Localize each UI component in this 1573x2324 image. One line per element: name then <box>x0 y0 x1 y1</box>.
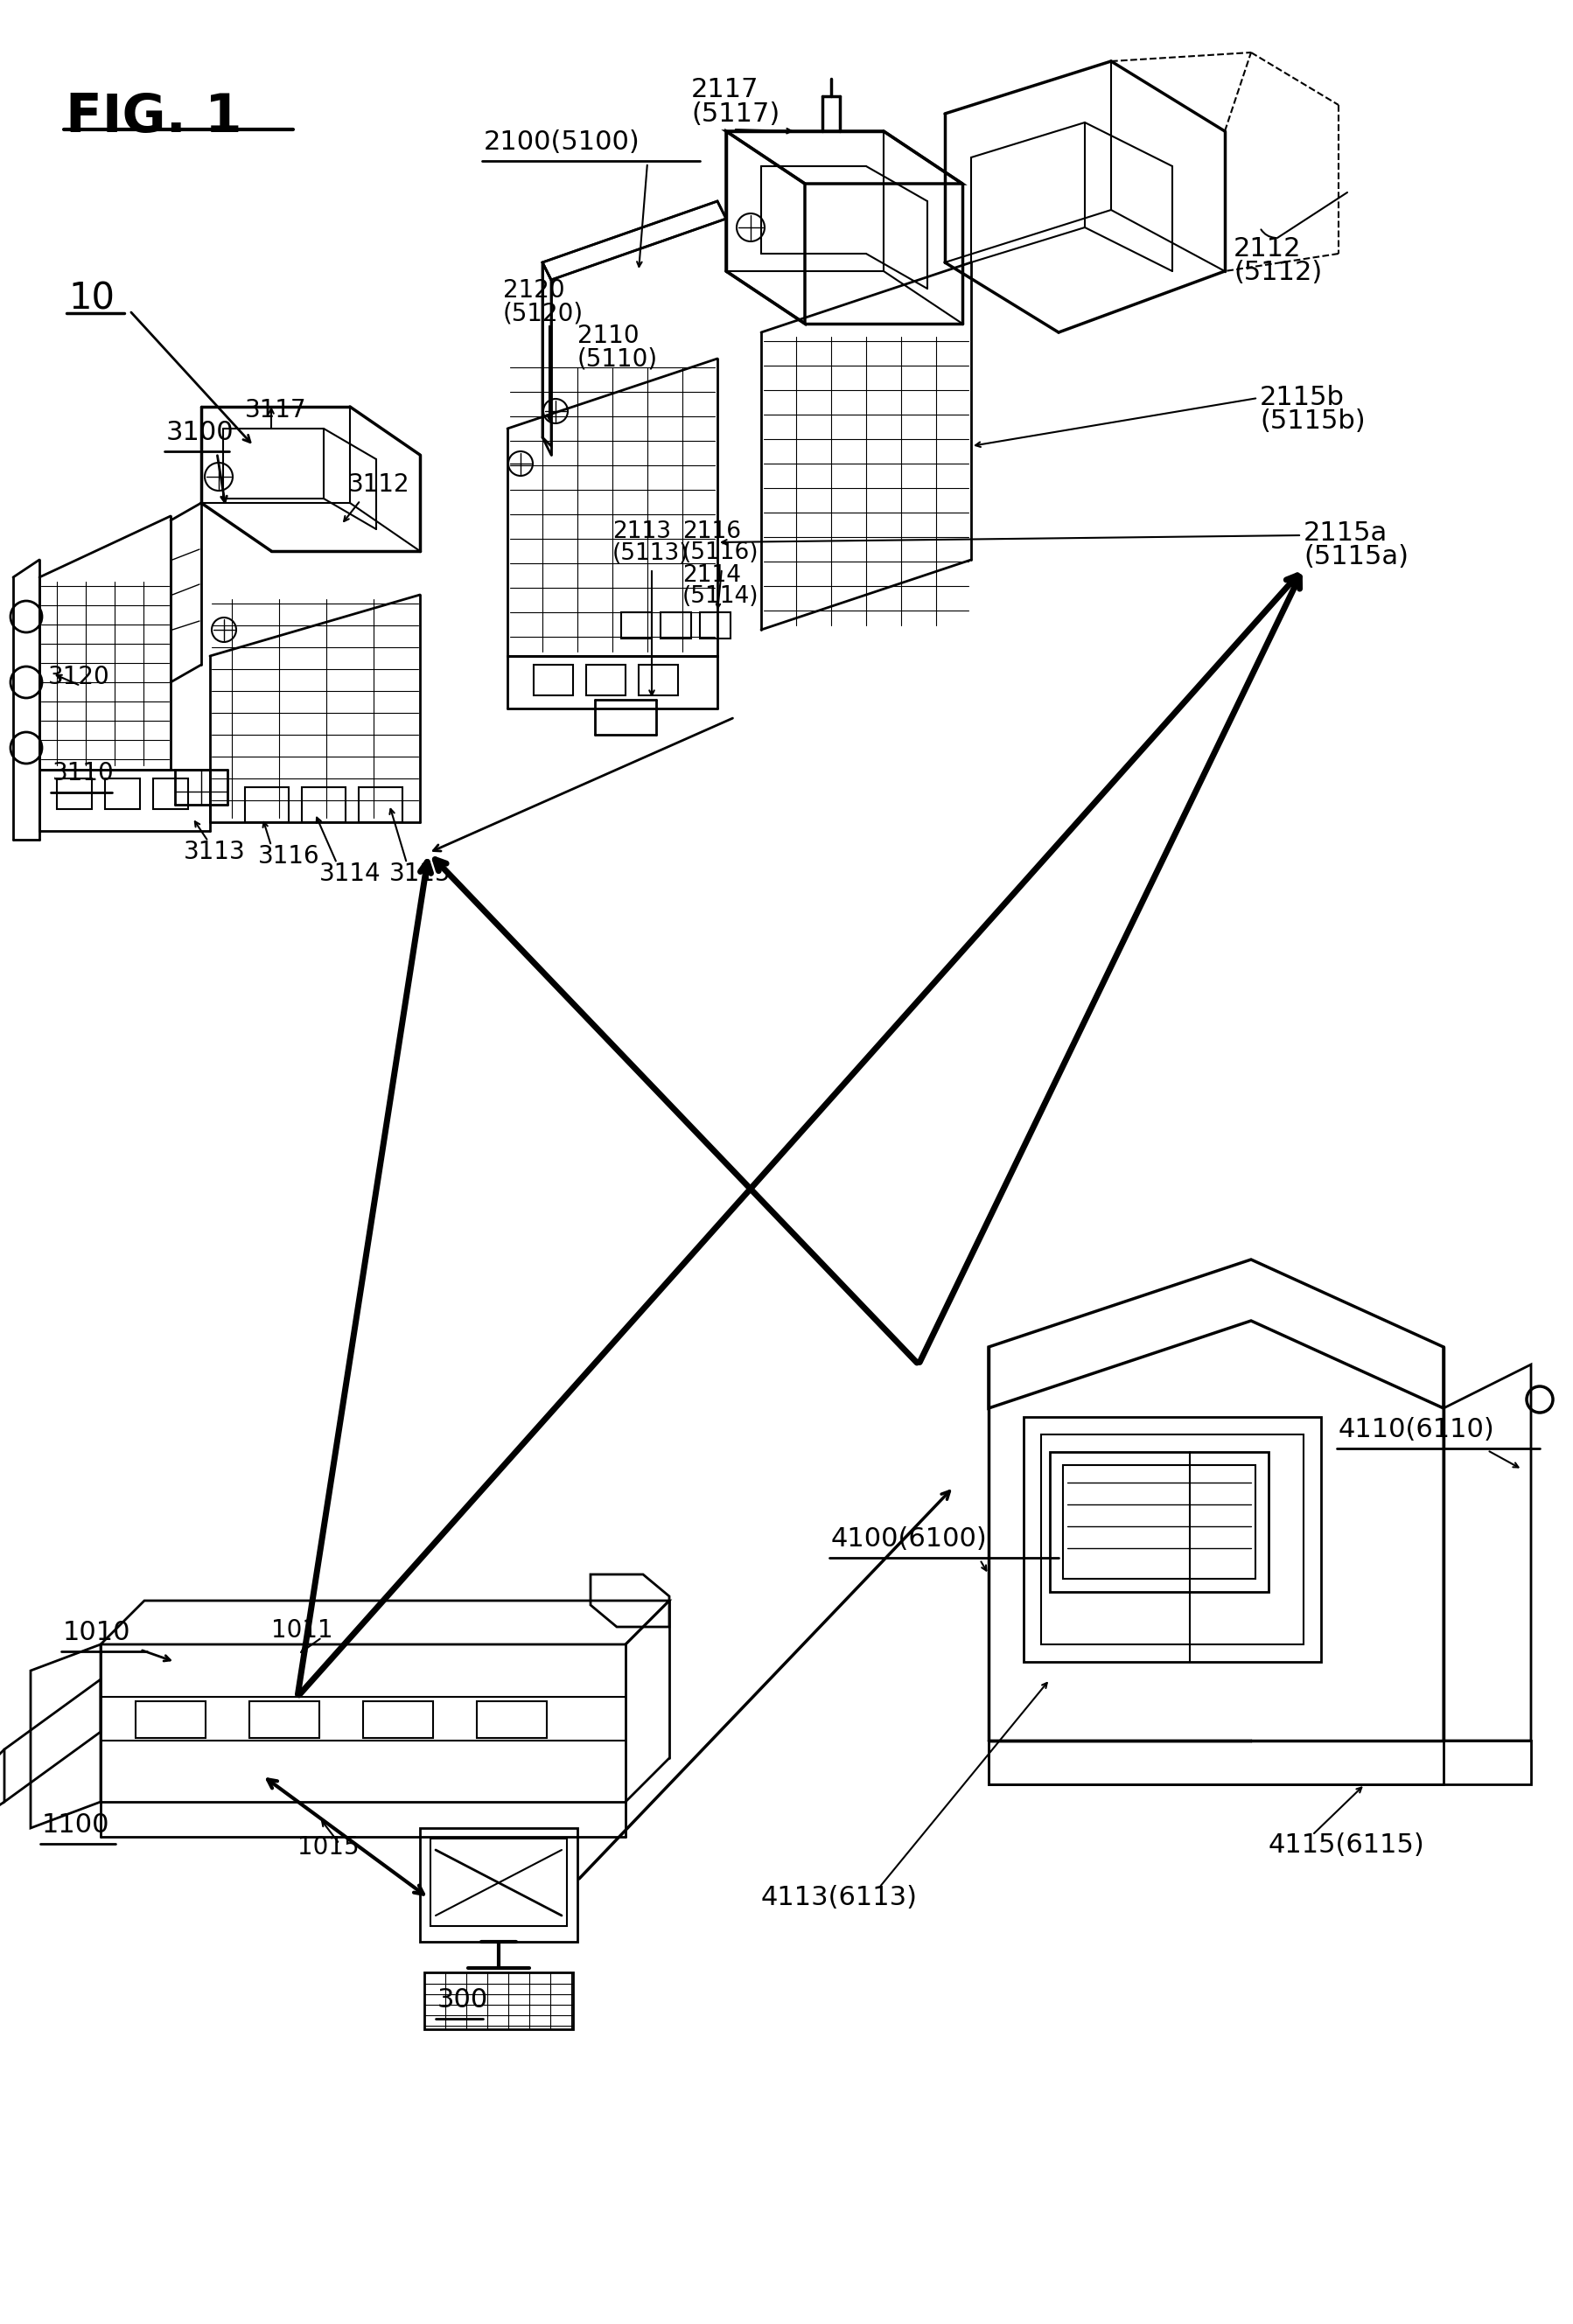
Text: (5112): (5112) <box>1233 260 1321 286</box>
Text: 2117: 2117 <box>691 77 758 102</box>
Bar <box>245 788 288 823</box>
Text: (5116): (5116) <box>683 541 758 565</box>
Bar <box>639 665 678 695</box>
Text: 3116: 3116 <box>258 844 319 869</box>
Bar <box>105 779 140 809</box>
Text: 1100: 1100 <box>42 1813 110 1838</box>
Text: (5115a): (5115a) <box>1302 544 1408 569</box>
Bar <box>363 1701 433 1738</box>
Bar <box>1040 1434 1302 1645</box>
Bar <box>533 665 573 695</box>
Bar <box>57 779 91 809</box>
Bar <box>420 1829 577 1943</box>
Text: 4100(6100): 4100(6100) <box>831 1527 986 1552</box>
Text: 2110: 2110 <box>577 323 639 349</box>
Text: 4110(6110): 4110(6110) <box>1337 1418 1494 1443</box>
Bar <box>429 1838 566 1927</box>
Text: 2115a: 2115a <box>1302 521 1387 546</box>
Text: 2115b: 2115b <box>1258 386 1343 411</box>
Bar <box>249 1701 319 1738</box>
Bar <box>153 779 189 809</box>
Bar <box>1049 1452 1268 1592</box>
Text: (5114): (5114) <box>683 586 758 609</box>
Text: 2114: 2114 <box>683 565 741 588</box>
Bar <box>302 788 346 823</box>
Text: 300: 300 <box>437 1987 488 2013</box>
Bar <box>477 1701 546 1738</box>
Text: 3112: 3112 <box>348 472 409 497</box>
Text: 3114: 3114 <box>319 862 381 885</box>
Text: 1015: 1015 <box>297 1836 359 1859</box>
Text: (5115b): (5115b) <box>1258 409 1364 435</box>
Bar <box>700 611 730 639</box>
Text: 2100(5100): 2100(5100) <box>483 130 640 156</box>
Text: 10: 10 <box>68 279 115 316</box>
Bar <box>621 611 651 639</box>
Text: 3117: 3117 <box>245 397 307 423</box>
Text: 3113: 3113 <box>184 839 245 865</box>
Text: 1011: 1011 <box>271 1618 333 1643</box>
Text: 2116: 2116 <box>683 521 741 544</box>
Text: 4115(6115): 4115(6115) <box>1268 1831 1424 1857</box>
Text: 3110: 3110 <box>52 760 115 786</box>
Text: (5120): (5120) <box>503 302 584 325</box>
Bar <box>585 665 624 695</box>
Text: (5117): (5117) <box>691 102 779 128</box>
Text: 2112: 2112 <box>1233 237 1301 263</box>
Bar <box>1022 1418 1320 1662</box>
Text: 3100: 3100 <box>167 421 234 446</box>
Bar <box>359 788 403 823</box>
Bar <box>1062 1464 1255 1578</box>
Text: 3115: 3115 <box>389 862 451 885</box>
Text: 2113: 2113 <box>612 521 670 544</box>
Bar <box>425 1973 573 2029</box>
Text: 3120: 3120 <box>49 665 110 690</box>
Bar <box>661 611 691 639</box>
Text: 2120: 2120 <box>503 279 565 302</box>
Text: (5113): (5113) <box>612 541 689 565</box>
Text: 1010: 1010 <box>63 1620 131 1645</box>
Text: FIG. 1: FIG. 1 <box>66 93 242 144</box>
Text: (5110): (5110) <box>577 346 658 372</box>
Bar <box>135 1701 206 1738</box>
Text: 4113(6113): 4113(6113) <box>761 1885 917 1910</box>
